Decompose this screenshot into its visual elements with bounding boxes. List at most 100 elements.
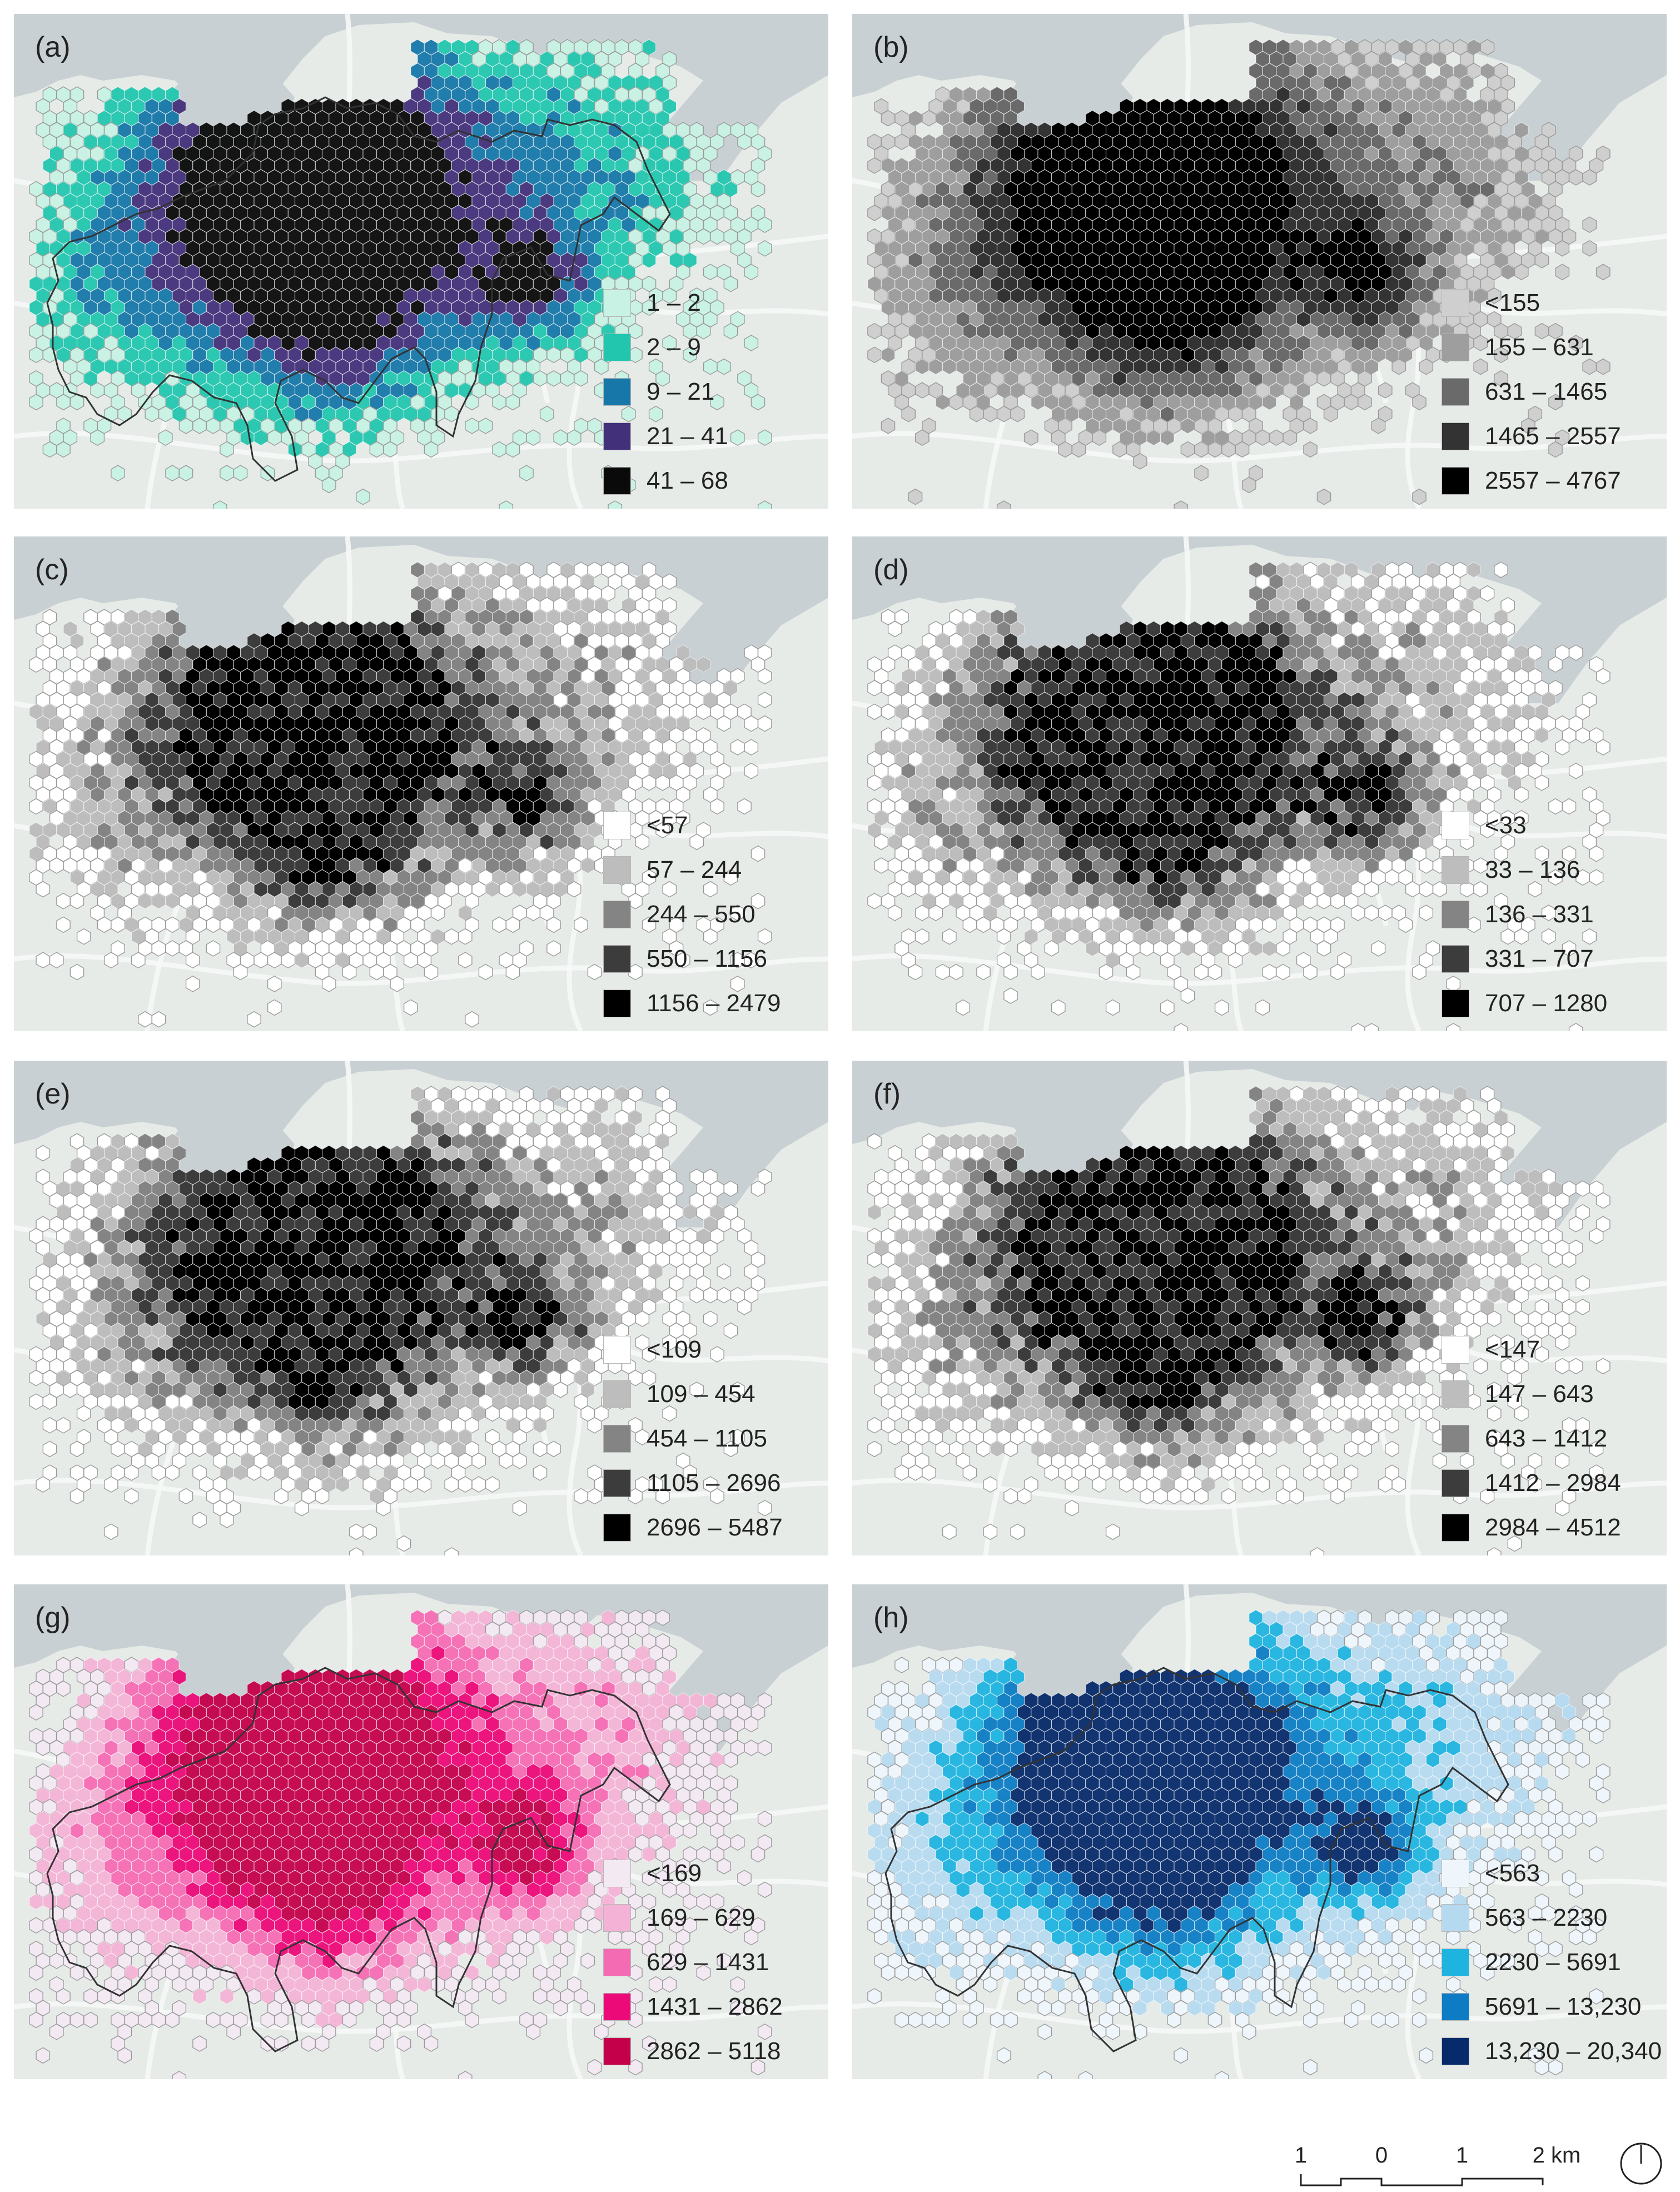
hex-cell (424, 963, 439, 981)
hex-cell (1010, 405, 1025, 423)
hex-cell (696, 322, 711, 340)
hex-cell (662, 881, 677, 898)
hex-cell (492, 394, 506, 411)
hex-cell (1595, 668, 1611, 685)
hex-grid (867, 561, 1611, 1031)
hex-cell (267, 429, 282, 446)
hex-grid (867, 39, 1611, 509)
hex-cell (69, 892, 85, 909)
hex-cell (996, 405, 1011, 423)
legend-swatch (603, 423, 631, 450)
water-area (852, 536, 1667, 703)
hex-cell (465, 1011, 479, 1028)
hex-cell (553, 429, 568, 446)
hex-cell (1507, 322, 1522, 340)
legend-label: 1465 – 2557 (1485, 423, 1621, 450)
hex-cell (158, 429, 173, 446)
hex-cell (1391, 358, 1406, 375)
hex-cell (267, 952, 282, 969)
legend-item: 41 – 68 (603, 459, 728, 503)
hex-cell (635, 833, 650, 851)
hex-cell (185, 952, 200, 969)
hex-cell (383, 441, 397, 458)
hex-cell (566, 429, 581, 446)
hex-cell (881, 417, 896, 434)
hex-cell (703, 264, 718, 281)
hex-cell (267, 999, 282, 1016)
hex-cell (1548, 322, 1563, 340)
hex-cell (165, 916, 180, 933)
legend-item: 2557 – 4767 (1442, 459, 1621, 503)
hex-cell (1255, 429, 1270, 446)
hex-cell (1555, 739, 1570, 756)
hex-cell (1174, 500, 1189, 509)
hex-cell (1412, 394, 1426, 411)
hex-cell (1316, 370, 1331, 387)
hex-cell (1023, 429, 1038, 446)
hex-cell (696, 703, 711, 720)
hex-cell (867, 774, 882, 791)
hex-cell (56, 394, 71, 411)
hex-cell (1480, 39, 1495, 56)
hex-cell (321, 476, 336, 494)
legend: <155 155 – 631 631 – 1465 1465 – 2557 2557 –… (1442, 281, 1621, 503)
hex-cell (908, 488, 923, 505)
legend-swatch (1442, 467, 1469, 495)
hex-cell (750, 394, 766, 411)
hex-cell (1112, 441, 1127, 458)
hex-cell (744, 762, 759, 779)
road-line (624, 823, 828, 839)
legend-swatch (603, 901, 631, 928)
hex-cell (478, 963, 493, 981)
hex-cell (36, 881, 51, 898)
hex-cell (29, 656, 43, 673)
hex-cell (1582, 216, 1597, 233)
hex-cell (342, 963, 357, 981)
hex-cell (867, 322, 882, 340)
hex-cell (192, 417, 207, 434)
hex-cell (744, 952, 759, 969)
legend-swatch (1442, 378, 1469, 406)
hex-cell (696, 228, 711, 245)
map-panel: (b) <155 155 – 631 631 – 1465 1465 – 2557 255… (852, 14, 1667, 509)
hex-cell (29, 394, 43, 411)
hex-cell (1582, 240, 1597, 257)
hex-cell (1595, 264, 1611, 281)
hex-cell (131, 952, 146, 969)
hex-cell (1582, 169, 1597, 186)
hex-cell (703, 881, 718, 898)
panel-label: (c) (35, 554, 69, 586)
hex-cell (1221, 441, 1236, 458)
hex-cell (546, 346, 561, 364)
hex-cell (233, 963, 248, 981)
hex-cell (1194, 465, 1209, 481)
legend-swatch (603, 990, 631, 1017)
hex-cell (1092, 429, 1107, 446)
hex-cell (710, 798, 724, 815)
hex-cell (1262, 394, 1277, 410)
legend-swatch (1442, 423, 1469, 450)
hex-cell (56, 892, 71, 909)
legend-item: <155 (1442, 281, 1621, 325)
hex-cell (1534, 252, 1549, 269)
hex-cell (69, 394, 85, 411)
hex-cell (1378, 382, 1393, 399)
hex-cell (750, 892, 766, 909)
legend-label: 2 – 9 (647, 334, 701, 361)
hex-cell (220, 465, 234, 481)
hex-cell (430, 904, 445, 921)
hex-cell (492, 916, 506, 933)
hex-cell (675, 810, 690, 827)
hex-cell (1358, 394, 1372, 411)
hex-grid (29, 39, 772, 509)
hex-cell (1419, 358, 1434, 375)
hex-cell (689, 833, 704, 851)
hex-cell (642, 774, 657, 791)
legend-item: 1465 – 2557 (1442, 414, 1621, 459)
hex-cell (881, 346, 896, 363)
hex-cell (723, 869, 738, 886)
hex-cell (1058, 441, 1072, 458)
hex-cell (29, 798, 43, 815)
hex-cell (390, 975, 405, 992)
